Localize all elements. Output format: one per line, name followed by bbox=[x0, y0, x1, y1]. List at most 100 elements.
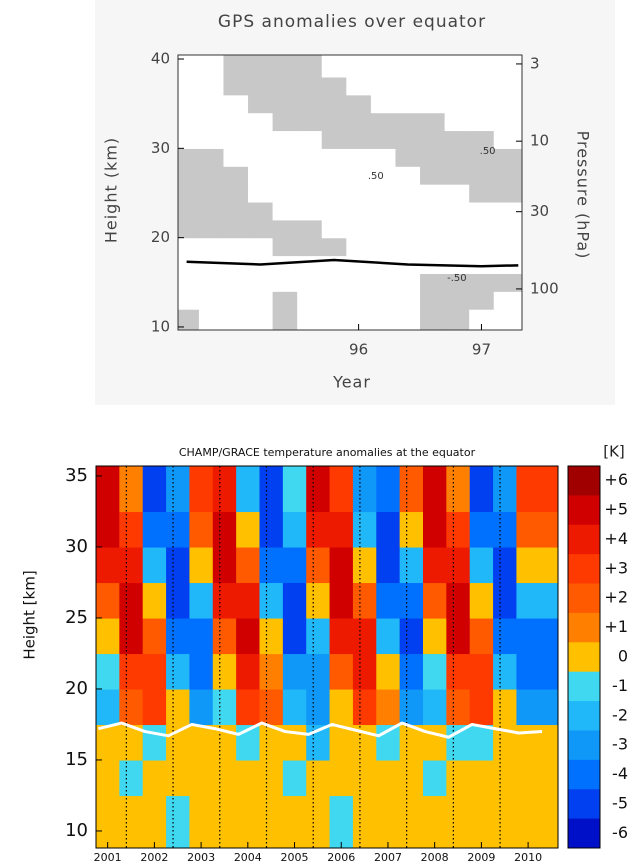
cell bbox=[272, 291, 298, 310]
cell bbox=[469, 653, 494, 690]
colorbar-swatch bbox=[568, 612, 600, 643]
cell bbox=[370, 166, 397, 185]
cell bbox=[346, 237, 372, 257]
cell bbox=[395, 55, 421, 78]
cell bbox=[399, 511, 424, 548]
cell bbox=[223, 309, 249, 330]
cell bbox=[493, 219, 522, 239]
cell bbox=[223, 130, 249, 149]
cell bbox=[346, 273, 372, 292]
cell bbox=[282, 795, 307, 848]
cell bbox=[96, 724, 120, 761]
cell bbox=[420, 291, 446, 310]
annotation: -.50 bbox=[447, 273, 467, 284]
cell bbox=[248, 291, 274, 310]
cell bbox=[142, 511, 167, 548]
cell bbox=[493, 112, 522, 132]
cell bbox=[297, 94, 323, 114]
cell bbox=[420, 273, 446, 292]
cell bbox=[198, 237, 225, 257]
cell bbox=[469, 617, 494, 655]
cell bbox=[321, 166, 347, 185]
cell bbox=[119, 759, 144, 797]
x-tick-label: 2009 bbox=[467, 851, 495, 864]
cell bbox=[248, 112, 274, 132]
cell bbox=[376, 795, 401, 848]
cell bbox=[166, 582, 191, 619]
cell bbox=[420, 166, 446, 185]
cell bbox=[272, 255, 298, 274]
cell bbox=[96, 795, 120, 848]
cell bbox=[399, 724, 424, 761]
cell bbox=[119, 617, 144, 655]
y-tick-label: 20 bbox=[65, 678, 88, 699]
cell bbox=[306, 617, 331, 655]
cell bbox=[370, 273, 397, 292]
cell bbox=[444, 94, 470, 114]
cell bbox=[493, 201, 522, 221]
cell bbox=[119, 688, 144, 726]
cell bbox=[236, 511, 261, 548]
cell bbox=[198, 309, 225, 330]
cell bbox=[236, 688, 261, 726]
y-axis-label: Height [km] bbox=[21, 570, 39, 659]
annotation: .50 bbox=[480, 146, 496, 157]
cell bbox=[370, 201, 397, 221]
cell bbox=[516, 582, 558, 619]
cell bbox=[282, 546, 307, 584]
y2-tick-label: 10 bbox=[530, 132, 549, 150]
cell bbox=[444, 237, 470, 257]
cell bbox=[223, 219, 249, 239]
cell bbox=[223, 94, 249, 114]
cell bbox=[469, 237, 495, 257]
cell bbox=[178, 309, 200, 330]
y-tick-label: 10 bbox=[65, 820, 88, 841]
cell bbox=[142, 582, 167, 619]
y2-axis-label: Pressure (hPa) bbox=[574, 131, 593, 260]
cell bbox=[376, 582, 401, 619]
cell bbox=[329, 546, 354, 584]
colorbar-tick-label: +4 bbox=[604, 529, 628, 548]
cell bbox=[329, 688, 354, 726]
cell bbox=[493, 795, 518, 848]
cell bbox=[272, 237, 298, 257]
cell bbox=[493, 76, 522, 96]
cell bbox=[178, 148, 200, 167]
cell bbox=[399, 653, 424, 690]
cell bbox=[446, 724, 471, 761]
cell bbox=[493, 184, 522, 203]
cell bbox=[272, 309, 298, 330]
line bbox=[186, 258, 519, 268]
cell bbox=[370, 76, 397, 96]
cell bbox=[142, 724, 167, 761]
colorbar-tick-label: -1 bbox=[612, 676, 628, 695]
cell bbox=[516, 511, 558, 548]
cell bbox=[329, 795, 354, 848]
cell bbox=[469, 688, 494, 726]
cell bbox=[516, 653, 558, 690]
cell bbox=[259, 759, 284, 797]
colorbar-swatch bbox=[568, 554, 600, 584]
cell bbox=[493, 166, 522, 185]
cell bbox=[346, 55, 372, 78]
y2-tick-label: 30 bbox=[530, 202, 549, 220]
cell bbox=[178, 255, 200, 274]
x-axis-label: Year bbox=[332, 373, 371, 392]
cell bbox=[178, 273, 200, 292]
colorbar-tick-label: 0 bbox=[618, 647, 628, 666]
cell bbox=[189, 466, 214, 513]
cell bbox=[282, 653, 307, 690]
cell bbox=[469, 166, 495, 185]
x-tick-label: 2002 bbox=[140, 851, 168, 864]
cell bbox=[321, 112, 347, 132]
cell bbox=[166, 466, 191, 513]
cell bbox=[297, 76, 323, 96]
cell bbox=[248, 237, 274, 257]
cell bbox=[198, 94, 225, 114]
cell bbox=[370, 148, 397, 167]
y-tick-label: 30 bbox=[65, 536, 88, 557]
cell bbox=[223, 112, 249, 132]
colorbar-tick-label: +6 bbox=[604, 470, 628, 489]
cell bbox=[444, 148, 470, 167]
cell bbox=[178, 291, 200, 310]
